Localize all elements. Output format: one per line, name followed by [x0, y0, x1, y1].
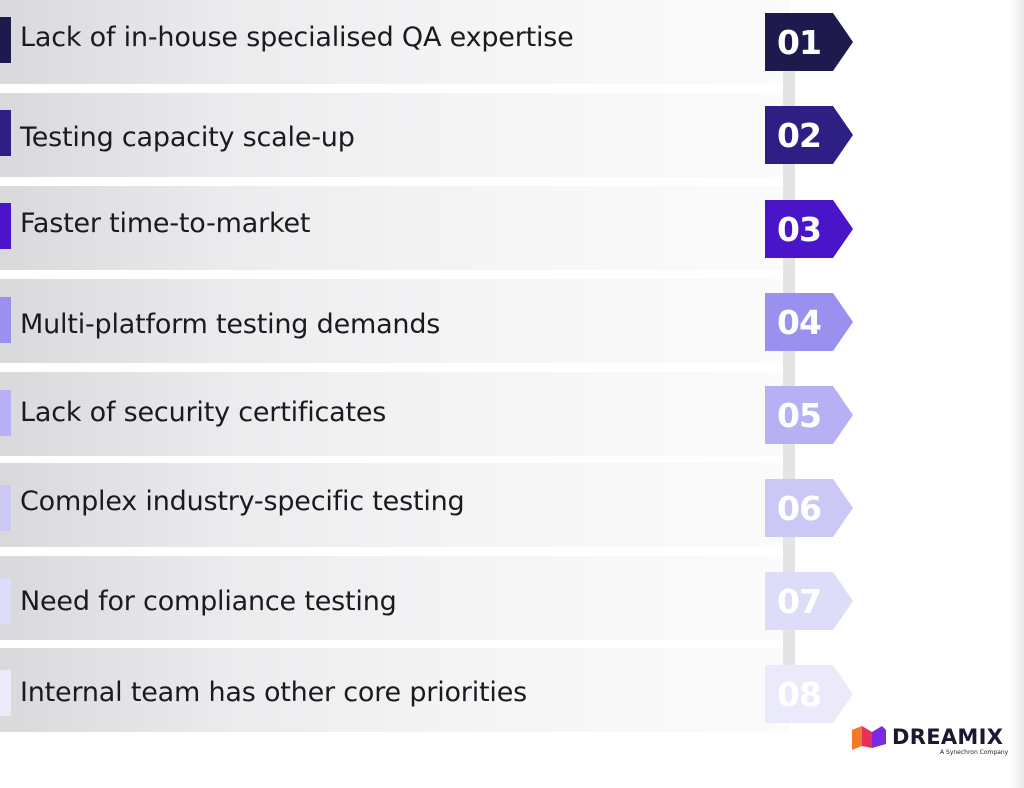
list-item: Testing capacity scale-up — [0, 93, 790, 177]
badge-number: 07 — [777, 581, 822, 621]
item-label: Lack of in-house specialised QA expertis… — [20, 22, 574, 53]
brand-tagline: A Synechron Company — [940, 749, 1009, 756]
connector — [783, 537, 795, 572]
number-badge: 02 — [765, 106, 855, 164]
item-label: Internal team has other core priorities — [20, 677, 527, 708]
connector — [783, 71, 795, 106]
dreamix-logo: DREAMIX A Synechron Company — [852, 724, 1008, 756]
brand-name: DREAMIX — [892, 725, 1004, 749]
number-badge: 05 — [765, 386, 855, 444]
connector — [783, 351, 795, 386]
badge-number: 02 — [777, 115, 822, 155]
accent-bar — [0, 297, 11, 343]
list-item: Lack of in-house specialised QA expertis… — [0, 0, 790, 84]
item-label: Lack of security certificates — [20, 397, 387, 428]
dreamix-logo-mark-icon — [852, 726, 886, 750]
list-item: Complex industry-specific testing — [0, 463, 790, 547]
number-badge: 03 — [765, 200, 855, 258]
accent-bar — [0, 390, 11, 436]
accent-bar — [0, 578, 11, 624]
badge-number: 01 — [777, 22, 822, 62]
number-badge: 06 — [765, 479, 855, 537]
number-badge: 01 — [765, 13, 855, 71]
number-badge: 04 — [765, 293, 855, 351]
accent-bar — [0, 203, 11, 249]
badge-number: 06 — [777, 488, 822, 528]
list-item: Need for compliance testing — [0, 556, 790, 640]
number-badge: 08 — [765, 665, 855, 723]
list-item: Multi-platform testing demands — [0, 279, 790, 363]
accent-bar — [0, 17, 11, 63]
right-edge-fade — [1010, 0, 1024, 788]
badge-number: 05 — [777, 395, 822, 435]
item-label: Need for compliance testing — [20, 586, 397, 617]
badge-number: 08 — [777, 674, 822, 714]
list-item: Faster time-to-market — [0, 186, 790, 270]
item-label: Testing capacity scale-up — [20, 122, 355, 153]
connector — [783, 164, 795, 200]
connector — [783, 258, 795, 293]
connector — [783, 444, 795, 479]
item-label: Complex industry-specific testing — [20, 486, 465, 517]
accent-bar — [0, 670, 11, 716]
item-label: Multi-platform testing demands — [20, 309, 441, 340]
number-badge: 07 — [765, 572, 855, 630]
badge-number: 04 — [777, 302, 822, 342]
list-item: Internal team has other core priorities — [0, 648, 790, 732]
item-label: Faster time-to-market — [20, 208, 311, 239]
connector — [783, 630, 795, 665]
accent-bar — [0, 485, 11, 531]
accent-bar — [0, 110, 11, 156]
list-item: Lack of security certificates — [0, 372, 790, 456]
badge-number: 03 — [777, 209, 822, 249]
